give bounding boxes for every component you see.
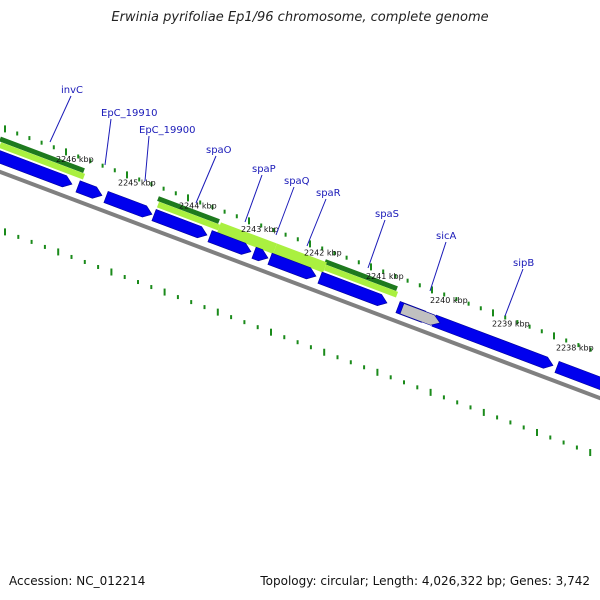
kbp-label: 2240 kbp xyxy=(430,296,468,305)
cds-track xyxy=(0,150,600,390)
gene-label-epc_19910: EpC_19910 xyxy=(101,108,157,119)
gene-label-leaders xyxy=(49,95,524,317)
leader-line xyxy=(306,198,327,247)
gene-labels: invC EpC_19910 EpC_19900 spaO spaP spaQ spaR sp… xyxy=(61,85,534,269)
kbp-labels: 2246 kbp 2245 kbp 2244 kbp 2243 kbp 2242 kbp… xyxy=(56,155,594,353)
leader-line xyxy=(275,186,295,236)
kbp-label: 2244 kbp xyxy=(179,201,217,210)
gene-label-spaq: spaQ xyxy=(284,176,310,187)
kbp-label: 2246 kbp xyxy=(56,155,94,164)
gc-band xyxy=(217,222,277,254)
leader-line xyxy=(49,95,72,143)
gc-band xyxy=(273,243,327,273)
outer-tick-track xyxy=(4,125,592,352)
gene-label-spao: spaO xyxy=(206,145,232,156)
cds-arrow xyxy=(103,190,153,218)
cds-arrow xyxy=(554,361,600,390)
gene-label-spar: spaR xyxy=(316,188,341,199)
kbp-label: 2239 kbp xyxy=(492,320,530,329)
cds-arrow xyxy=(75,180,103,199)
cds-arrow xyxy=(0,150,73,188)
cds-arrow xyxy=(267,252,317,280)
kbp-label: 2245 kbp xyxy=(118,178,156,187)
leader-line xyxy=(504,268,524,317)
sicA-feature xyxy=(399,303,441,326)
gc-band xyxy=(156,201,221,231)
leader-line xyxy=(104,118,112,166)
gene-label-epc_19900: EpC_19900 xyxy=(139,125,195,136)
gene-label-spas: spaS xyxy=(375,209,399,220)
gene-label-sica: sicA xyxy=(436,231,456,242)
kbp-label: 2238 kbp xyxy=(556,344,594,353)
gc-band xyxy=(0,142,86,180)
kbp-label: 2241 kbp xyxy=(366,272,404,281)
inner-tick-track xyxy=(4,228,592,457)
topology-text: Topology: circular; Length: 4,026,322 bp… xyxy=(260,574,590,588)
kbp-label: 2243 kbp xyxy=(241,225,279,234)
leader-line xyxy=(144,135,150,182)
leader-line xyxy=(429,241,447,292)
leader-line xyxy=(367,219,386,269)
map-title: Erwinia pyrifoliae Ep1/96 chromosome, co… xyxy=(111,10,489,25)
accession-text: Accession: NC_012214 xyxy=(9,574,146,588)
gc-band xyxy=(0,136,85,174)
gc-band xyxy=(157,196,220,224)
gene-label-spap: spaP xyxy=(252,164,276,175)
grey-arrow xyxy=(399,303,441,326)
backbone-track xyxy=(0,169,600,401)
gc-content-track xyxy=(0,136,399,298)
gene-label-invc: invC xyxy=(61,85,83,96)
kbp-label: 2242 kbp xyxy=(304,249,342,258)
leader-line xyxy=(244,174,263,223)
cds-arrow xyxy=(207,230,252,255)
leader-line xyxy=(195,155,217,204)
cds-arrow xyxy=(317,271,388,307)
gc-band xyxy=(323,264,399,298)
cds-arrow xyxy=(251,246,269,262)
gc-band xyxy=(324,259,398,292)
gene-label-sipb: sipB xyxy=(513,258,534,269)
cds-arrow xyxy=(151,209,208,239)
